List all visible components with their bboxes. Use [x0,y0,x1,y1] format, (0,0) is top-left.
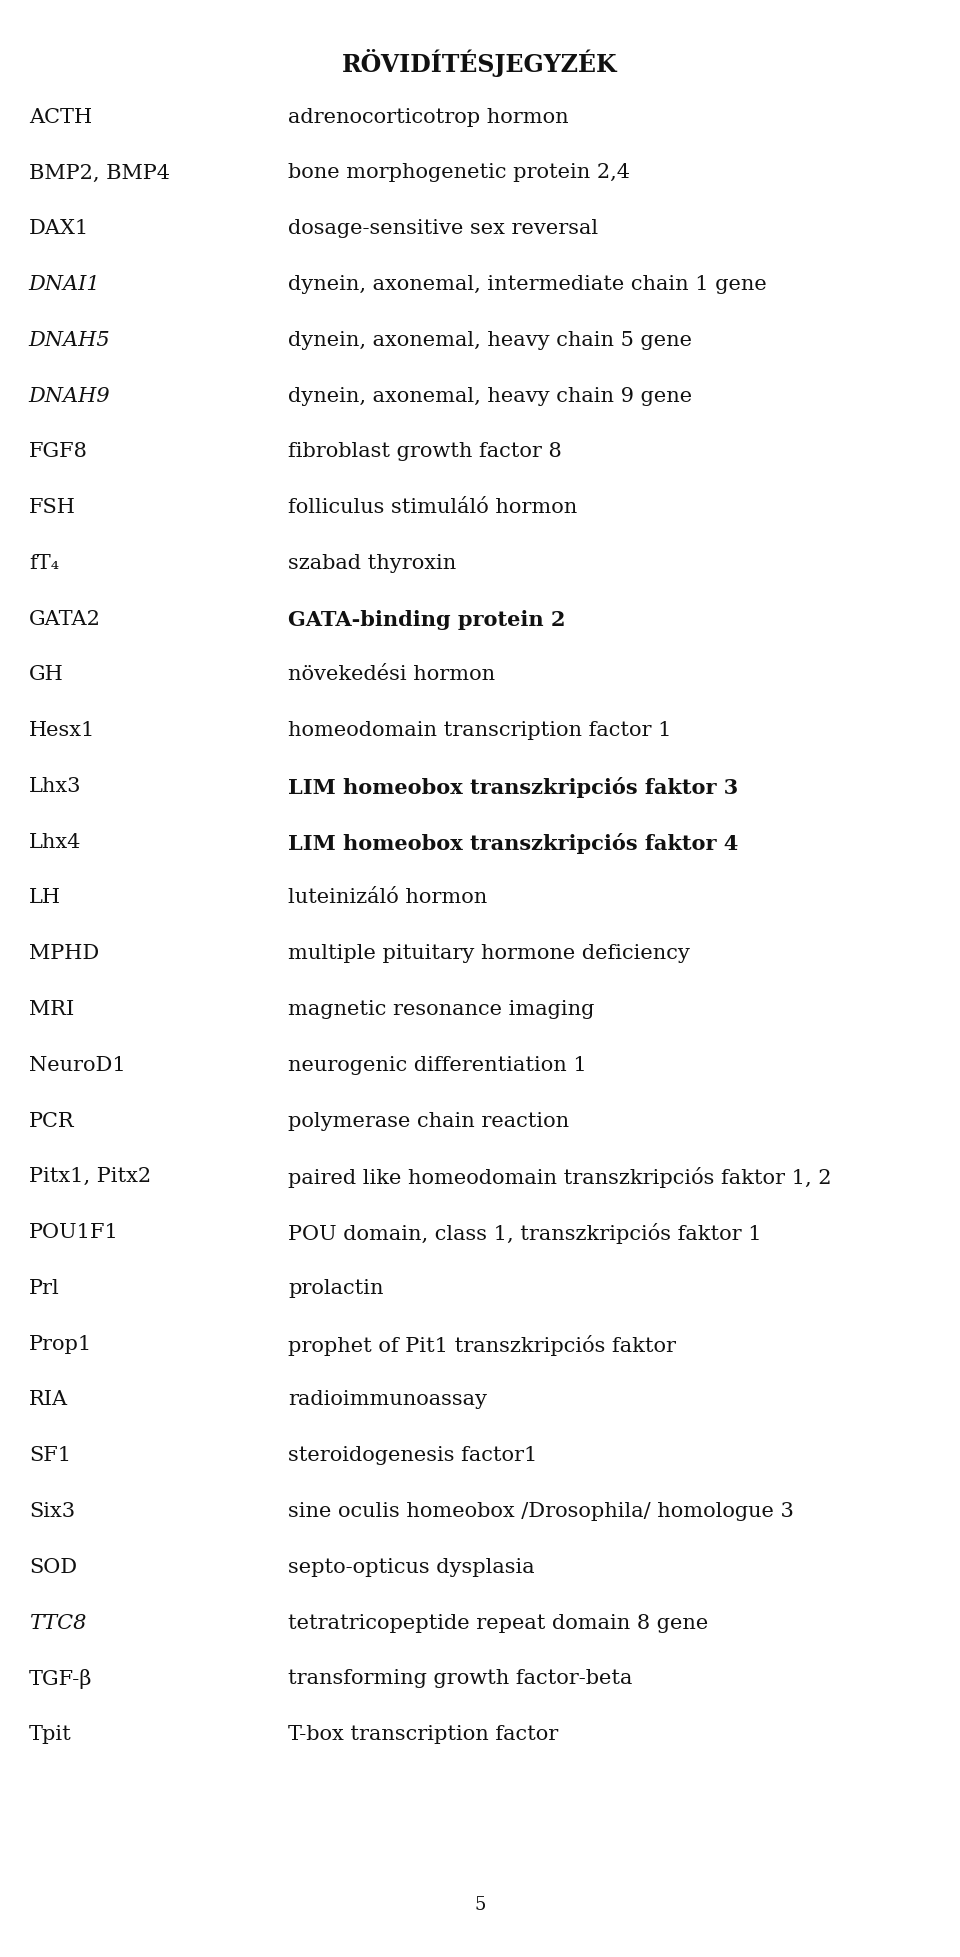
Text: GATA-binding protein 2: GATA-binding protein 2 [288,609,565,630]
Text: RÖVIDÍTÉSJEGYZÉK: RÖVIDÍTÉSJEGYZÉK [343,49,617,76]
Text: adrenocorticotrop hormon: adrenocorticotrop hormon [288,108,568,127]
Text: szabad thyroxin: szabad thyroxin [288,554,456,573]
Text: radioimmunoassay: radioimmunoassay [288,1389,487,1409]
Text: POU domain, class 1, transzkripciós faktor 1: POU domain, class 1, transzkripciós fakt… [288,1223,761,1245]
Text: paired like homeodomain transzkripciós faktor 1, 2: paired like homeodomain transzkripciós f… [288,1166,831,1188]
Text: LIM homeobox transzkripciós faktor 4: LIM homeobox transzkripciós faktor 4 [288,832,738,853]
Text: RIA: RIA [29,1389,68,1409]
Text: TTC8: TTC8 [29,1613,86,1632]
Text: DNAH9: DNAH9 [29,386,110,405]
Text: GH: GH [29,665,63,685]
Text: 5: 5 [474,1896,486,1914]
Text: tetratricopeptide repeat domain 8 gene: tetratricopeptide repeat domain 8 gene [288,1613,708,1632]
Text: T-box transcription factor: T-box transcription factor [288,1724,559,1744]
Text: dosage-sensitive sex reversal: dosage-sensitive sex reversal [288,219,598,239]
Text: Lhx3: Lhx3 [29,777,82,796]
Text: TGF-β: TGF-β [29,1669,92,1689]
Text: septo-opticus dysplasia: septo-opticus dysplasia [288,1558,535,1577]
Text: PCR: PCR [29,1112,75,1131]
Text: NeuroD1: NeuroD1 [29,1055,126,1074]
Text: DNAH5: DNAH5 [29,331,110,350]
Text: FGF8: FGF8 [29,442,87,462]
Text: Tpit: Tpit [29,1724,72,1744]
Text: prolactin: prolactin [288,1278,383,1297]
Text: BMP2, BMP4: BMP2, BMP4 [29,162,170,182]
Text: DNAI1: DNAI1 [29,274,101,294]
Text: SOD: SOD [29,1558,77,1577]
Text: ACTH: ACTH [29,108,92,127]
Text: dynein, axonemal, intermediate chain 1 gene: dynein, axonemal, intermediate chain 1 g… [288,274,767,294]
Text: POU1F1: POU1F1 [29,1223,119,1243]
Text: Prl: Prl [29,1278,60,1297]
Text: SF1: SF1 [29,1446,71,1466]
Text: folliculus stimuláló hormon: folliculus stimuláló hormon [288,497,577,517]
Text: fibroblast growth factor 8: fibroblast growth factor 8 [288,442,562,462]
Text: prophet of Pit1 transzkripciós faktor: prophet of Pit1 transzkripciós faktor [288,1335,676,1356]
Text: DAX1: DAX1 [29,219,89,239]
Text: sine oculis homeobox /Drosophila/ homologue 3: sine oculis homeobox /Drosophila/ homolo… [288,1501,794,1521]
Text: steroidogenesis factor1: steroidogenesis factor1 [288,1446,538,1466]
Text: homeodomain transcription factor 1: homeodomain transcription factor 1 [288,720,671,740]
Text: dynein, axonemal, heavy chain 9 gene: dynein, axonemal, heavy chain 9 gene [288,386,692,405]
Text: Six3: Six3 [29,1501,75,1521]
Text: FSH: FSH [29,497,76,517]
Text: Hesx1: Hesx1 [29,720,95,740]
Text: dynein, axonemal, heavy chain 5 gene: dynein, axonemal, heavy chain 5 gene [288,331,692,350]
Text: Pitx1, Pitx2: Pitx1, Pitx2 [29,1166,151,1186]
Text: fT₄: fT₄ [29,554,59,573]
Text: MPHD: MPHD [29,943,99,963]
Text: magnetic resonance imaging: magnetic resonance imaging [288,1000,594,1020]
Text: bone morphogenetic protein 2,4: bone morphogenetic protein 2,4 [288,162,630,182]
Text: transforming growth factor-beta: transforming growth factor-beta [288,1669,633,1689]
Text: multiple pituitary hormone deficiency: multiple pituitary hormone deficiency [288,943,690,963]
Text: LIM homeobox transzkripciós faktor 3: LIM homeobox transzkripciós faktor 3 [288,777,738,798]
Text: polymerase chain reaction: polymerase chain reaction [288,1112,569,1131]
Text: luteinizáló hormon: luteinizáló hormon [288,888,488,908]
Text: Lhx4: Lhx4 [29,832,82,851]
Text: LH: LH [29,888,60,908]
Text: MRI: MRI [29,1000,74,1020]
Text: GATA2: GATA2 [29,609,101,628]
Text: neurogenic differentiation 1: neurogenic differentiation 1 [288,1055,587,1074]
Text: Prop1: Prop1 [29,1335,92,1354]
Text: növekedési hormon: növekedési hormon [288,665,495,685]
